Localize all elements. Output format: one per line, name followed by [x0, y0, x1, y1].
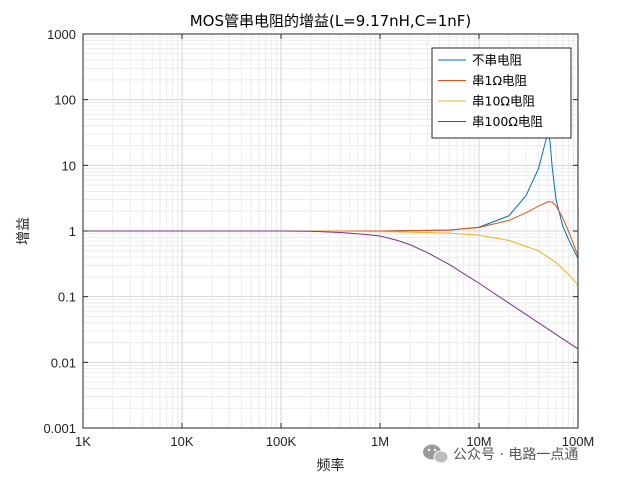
- x-tick-label: 10M: [466, 434, 491, 449]
- tick-marks: [82, 33, 579, 429]
- y-tick-label: 0.001: [43, 421, 76, 436]
- watermark-text: 公众号 · 电路一点通: [453, 447, 578, 463]
- series-line-4: [83, 230, 579, 350]
- y-tick-label: 0.1: [58, 290, 76, 305]
- y-tick-labels: 0.001 0.01 0.1 1 10 100 1000: [43, 27, 76, 436]
- y-axis-label: 增益: [16, 217, 32, 245]
- x-tick-label: 1M: [371, 434, 389, 449]
- legend-entry: 不串电阻: [472, 53, 523, 68]
- x-axis-label: 频率: [317, 457, 345, 474]
- watermark: 公众号 · 电路一点通: [423, 444, 578, 464]
- x-tick-label: 10K: [170, 434, 193, 449]
- y-tick-label: 1: [69, 224, 76, 239]
- wechat-icon: [423, 444, 449, 464]
- series-line-2: [83, 201, 579, 256]
- legend-entry: 串1Ω电阻: [472, 73, 528, 88]
- legend-box: [431, 47, 572, 139]
- series-line-3: [83, 230, 579, 286]
- x-tick-label: 100M: [562, 434, 595, 449]
- y-tick-label: 10: [62, 158, 76, 173]
- chart-title: MOS管串电阻的增益(L=9.17nH,C=1nF): [190, 12, 472, 30]
- legend-entry: 串10Ω电阻: [472, 94, 535, 109]
- x-tick-label: 1K: [75, 434, 91, 449]
- series-layer: [83, 133, 579, 350]
- y-tick-label: 0.01: [51, 355, 76, 370]
- legend-entry: 串100Ω电阻: [472, 114, 543, 129]
- x-tick-labels: 1K 10K 100K 1M 10M 100M: [75, 434, 594, 449]
- x-tick-label: 100K: [266, 434, 297, 449]
- y-tick-label: 1000: [47, 27, 76, 42]
- y-tick-label: 100: [54, 93, 76, 108]
